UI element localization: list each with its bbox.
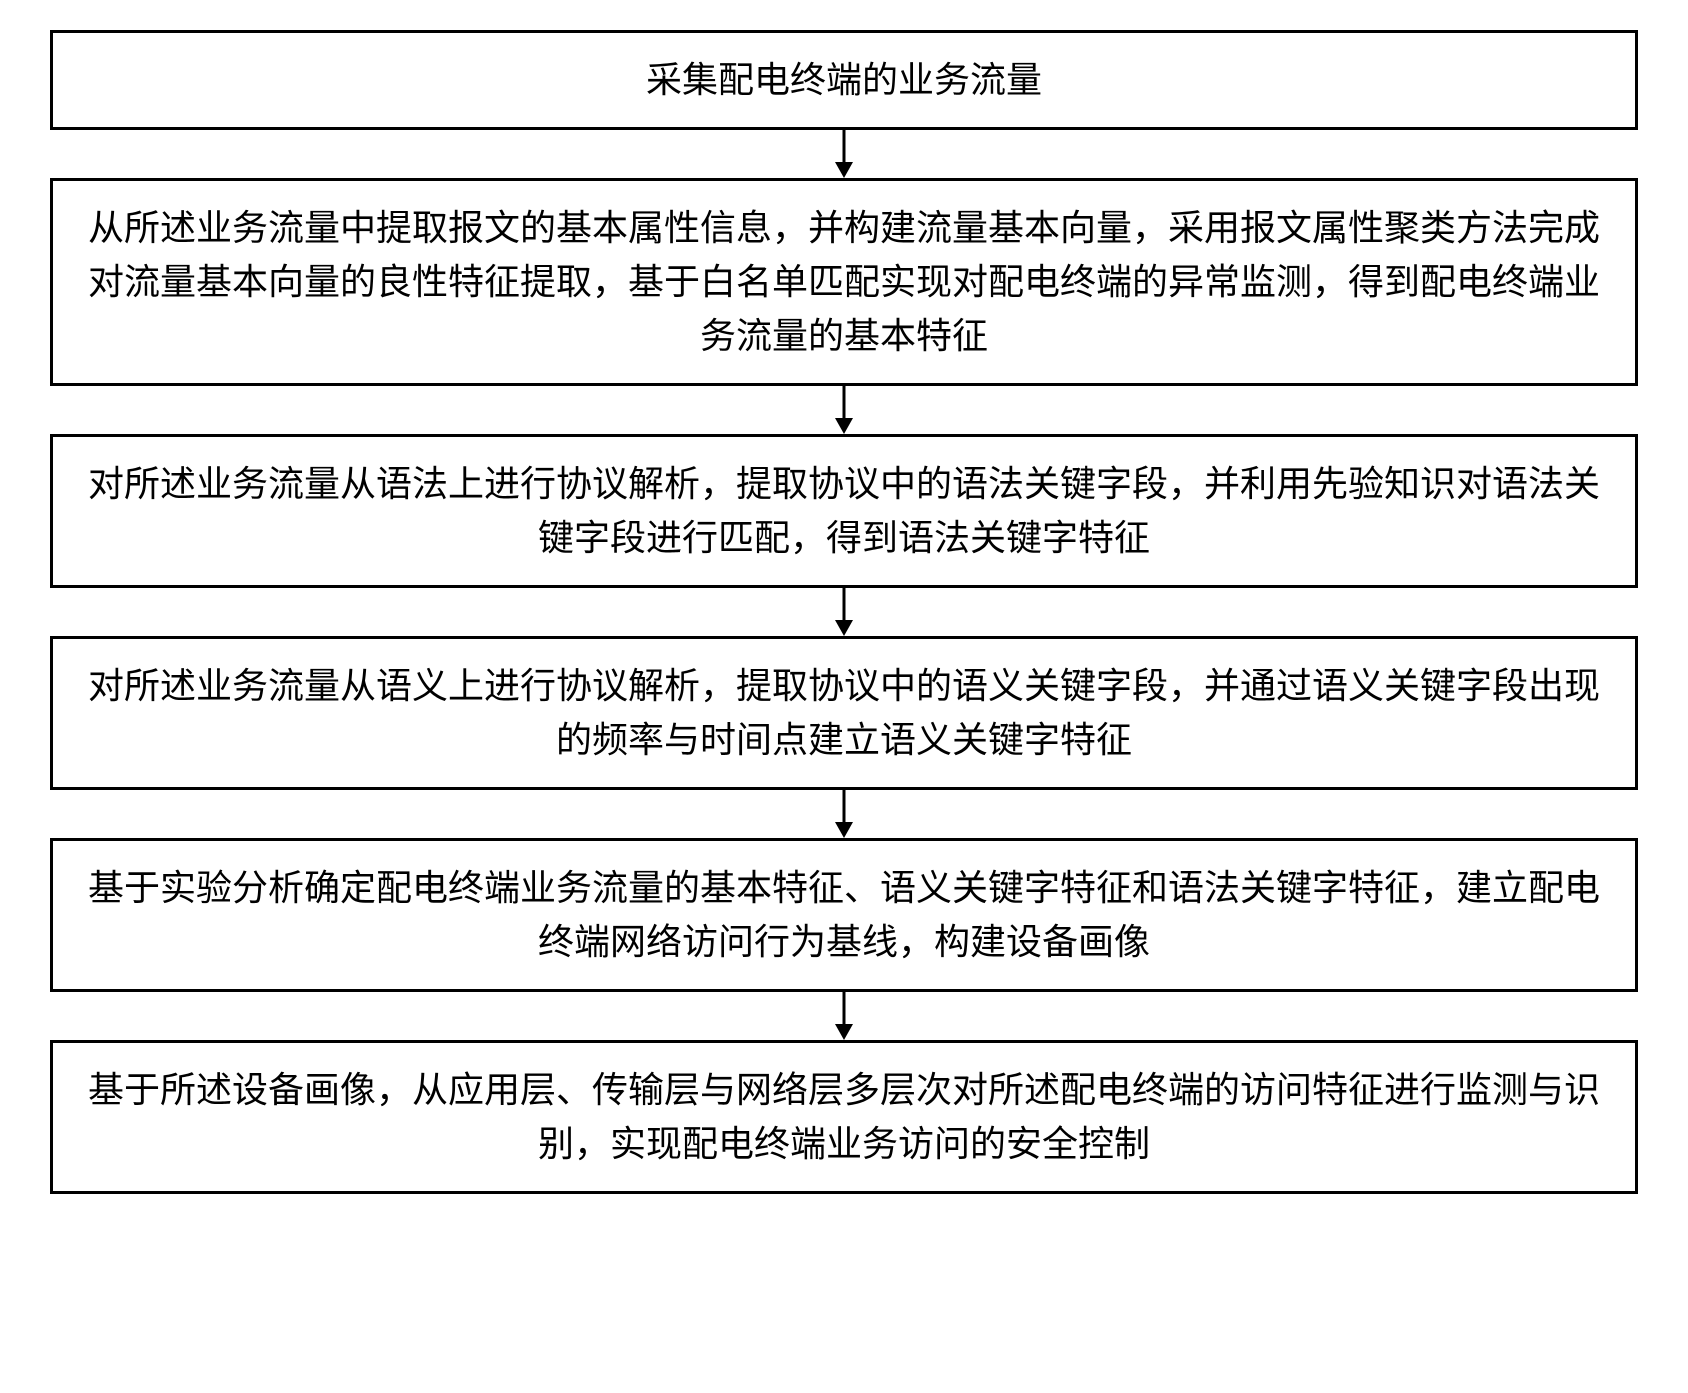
flow-step-4: 对所述业务流量从语义上进行协议解析，提取协议中的语义关键字段，并通过语义关键字段… [50,636,1638,790]
flow-step-1-text: 采集配电终端的业务流量 [646,53,1042,107]
flow-step-3-text: 对所述业务流量从语法上进行协议解析，提取协议中的语法关键字段，并利用先验知识对语… [83,457,1605,565]
arrow-3-to-4 [829,588,859,636]
arrow-1-to-2 [829,130,859,178]
flow-step-2-text: 从所述业务流量中提取报文的基本属性信息，并构建流量基本向量，采用报文属性聚类方法… [83,201,1605,363]
flow-step-5-text: 基于实验分析确定配电终端业务流量的基本特征、语义关键字特征和语法关键字特征，建立… [83,861,1605,969]
flow-step-4-text: 对所述业务流量从语义上进行协议解析，提取协议中的语义关键字段，并通过语义关键字段… [83,659,1605,767]
arrow-2-to-3 [829,386,859,434]
flow-step-1: 采集配电终端的业务流量 [50,30,1638,130]
flow-step-5: 基于实验分析确定配电终端业务流量的基本特征、语义关键字特征和语法关键字特征，建立… [50,838,1638,992]
arrow-down-icon [829,588,859,636]
flow-step-2: 从所述业务流量中提取报文的基本属性信息，并构建流量基本向量，采用报文属性聚类方法… [50,178,1638,386]
arrow-down-icon [829,130,859,178]
arrow-down-icon [829,790,859,838]
flow-step-3: 对所述业务流量从语法上进行协议解析，提取协议中的语法关键字段，并利用先验知识对语… [50,434,1638,588]
flowchart-container: 采集配电终端的业务流量 从所述业务流量中提取报文的基本属性信息，并构建流量基本向… [50,30,1638,1194]
arrow-down-icon [829,992,859,1040]
arrow-4-to-5 [829,790,859,838]
arrow-down-icon [829,386,859,434]
flow-step-6-text: 基于所述设备画像，从应用层、传输层与网络层多层次对所述配电终端的访问特征进行监测… [83,1063,1605,1171]
flow-step-6: 基于所述设备画像，从应用层、传输层与网络层多层次对所述配电终端的访问特征进行监测… [50,1040,1638,1194]
arrow-5-to-6 [829,992,859,1040]
